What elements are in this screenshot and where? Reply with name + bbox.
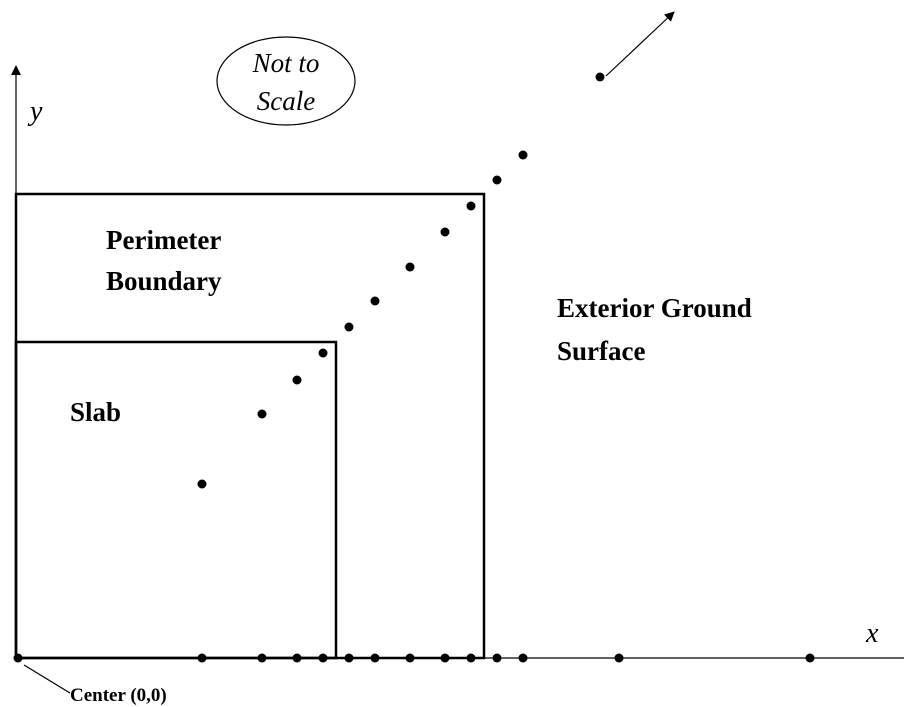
axis-point	[257, 653, 267, 663]
axis-point	[344, 653, 354, 663]
axis-point	[518, 653, 528, 663]
diagonal-points	[197, 72, 605, 489]
diagonal-point	[257, 409, 267, 419]
axis-points	[13, 653, 815, 663]
diagonal-point	[466, 201, 476, 211]
center-pointer-line	[23, 664, 71, 694]
center-label: Center (0,0)	[70, 685, 167, 706]
axis-point	[614, 653, 624, 663]
exterior-label-line2: Surface	[557, 336, 645, 366]
exterior-label-line1: Exterior Ground	[557, 293, 752, 323]
not-to-scale-line1: Not to	[252, 48, 320, 78]
not-to-scale-line2: Scale	[257, 86, 315, 116]
perimeter-label-line2: Boundary	[106, 266, 222, 296]
diagonal-point	[518, 150, 528, 160]
axis-point	[492, 653, 502, 663]
not-to-scale-ellipse	[216, 36, 356, 126]
axis-point	[318, 653, 328, 663]
y-axis-label: y	[27, 96, 43, 127]
diagonal-point	[318, 348, 328, 358]
axis-point	[466, 653, 476, 663]
diagonal-point	[440, 227, 450, 237]
axis-point	[405, 653, 415, 663]
axis-point	[13, 653, 23, 663]
diagonal-point	[344, 322, 354, 332]
diagonal-point	[595, 72, 605, 82]
diagonal-point	[197, 479, 207, 489]
axis-point	[805, 653, 815, 663]
diagonal-point	[370, 296, 380, 306]
axis-point	[197, 653, 207, 663]
slab-label: Slab	[70, 397, 121, 427]
axis-point	[440, 653, 450, 663]
diagonal-point	[492, 175, 502, 185]
axis-point	[292, 653, 302, 663]
x-axis-label: x	[865, 618, 879, 649]
diagonal-point	[405, 262, 415, 272]
axis-point	[370, 653, 380, 663]
diagonal-point	[292, 375, 302, 385]
slab-rect	[14, 340, 338, 660]
outward-arrow	[605, 11, 675, 77]
perimeter-label-line1: Perimeter	[106, 225, 221, 255]
